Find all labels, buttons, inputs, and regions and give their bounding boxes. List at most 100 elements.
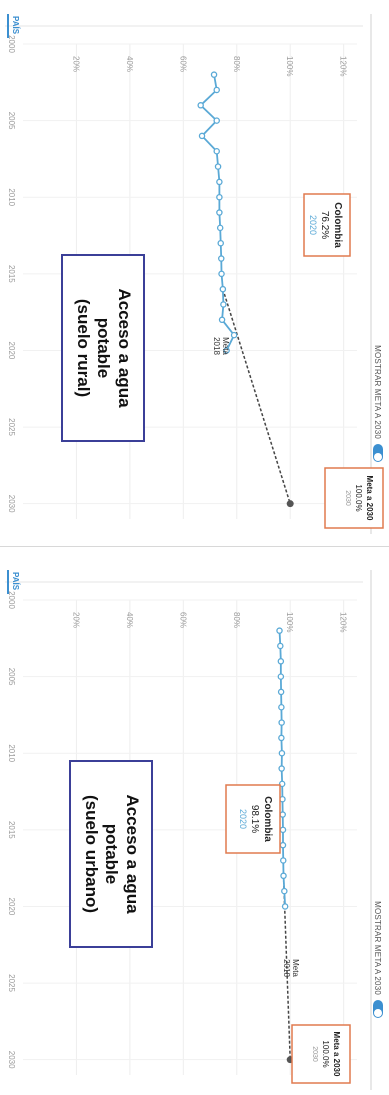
x-tick-label: 2025 bbox=[7, 418, 16, 436]
rural-water-access-chart: MOSTRAR META A 2030 PAÍS 20% 40% 60% 80% 100% 1… bbox=[5, 14, 385, 534]
meta-year-label: 2018 bbox=[212, 337, 221, 355]
series-point bbox=[197, 102, 204, 109]
series-point bbox=[210, 71, 218, 78]
series-point bbox=[281, 887, 288, 895]
y-tick-label: 100% bbox=[285, 56, 294, 76]
series-point bbox=[213, 117, 220, 124]
chart-svg: MOSTRAR META A 2030 PAÍS 20% 40% 60% 80% 100% 1… bbox=[5, 570, 383, 1090]
toggle-label: MOSTRAR META A 2030 bbox=[373, 901, 382, 995]
show-target-toggle[interactable] bbox=[373, 1000, 383, 1018]
latest-callout-title: Colombia bbox=[332, 202, 343, 248]
series-point bbox=[281, 903, 289, 910]
x-tick-label: 2030 bbox=[7, 495, 16, 513]
x-tick-label: 2030 bbox=[7, 1051, 16, 1069]
target-callout-title: Meta a 2030 bbox=[332, 1032, 341, 1077]
latest-callout-year: 2020 bbox=[238, 809, 248, 829]
series-point bbox=[279, 841, 287, 849]
series-point bbox=[278, 780, 286, 788]
toggle-knob[interactable] bbox=[374, 1009, 382, 1017]
latest-callout-value: 98.1% bbox=[249, 805, 260, 833]
y-tick-label: 60% bbox=[178, 56, 187, 72]
chart-svg: MOSTRAR META A 2030 PAÍS 20% 40% 60% 80% 100% 1… bbox=[5, 14, 384, 534]
series-point bbox=[218, 270, 225, 278]
target-callout-value: 100.0% bbox=[354, 484, 363, 511]
series-point bbox=[280, 857, 287, 864]
series-point bbox=[279, 811, 286, 818]
target-callout-value: 100.0% bbox=[321, 1040, 330, 1067]
caption-line2: (suelo rural) bbox=[73, 298, 93, 398]
series-point bbox=[216, 193, 223, 201]
series-point bbox=[280, 872, 287, 880]
meta-label: Meta bbox=[221, 337, 230, 355]
series-point bbox=[218, 255, 225, 262]
y-tick-label: 100% bbox=[285, 612, 294, 632]
x-tick-label: 2020 bbox=[7, 898, 16, 916]
series-point bbox=[220, 301, 227, 308]
series-point bbox=[216, 178, 223, 186]
target-trend-line bbox=[222, 288, 291, 504]
tab-pais: PAÍS bbox=[11, 16, 20, 35]
series-point bbox=[278, 765, 285, 772]
y-tick-label: 80% bbox=[232, 56, 241, 72]
series-point bbox=[277, 642, 284, 650]
x-tick-label: 2000 bbox=[7, 35, 16, 53]
target-callout-year: 2030 bbox=[311, 1046, 318, 1062]
series-point bbox=[279, 826, 287, 834]
series-point bbox=[219, 285, 227, 293]
series-point bbox=[277, 688, 285, 696]
chart-caption: Acceso a agua potable (suelo urbano) bbox=[69, 760, 153, 948]
x-tick-label: 2010 bbox=[7, 744, 16, 762]
series-point bbox=[278, 734, 285, 742]
x-tick-label: 2005 bbox=[7, 112, 16, 130]
meta-label: Meta bbox=[291, 959, 300, 977]
caption-line2: (suelo urbano) bbox=[81, 794, 101, 914]
series-point bbox=[217, 239, 224, 247]
series-point bbox=[276, 627, 283, 634]
toggle-knob[interactable] bbox=[374, 453, 382, 461]
y-tick-label: 20% bbox=[71, 56, 80, 72]
y-tick-label: 20% bbox=[71, 612, 80, 628]
panel-divider bbox=[0, 546, 389, 547]
x-tick-label: 2000 bbox=[7, 591, 16, 609]
latest-callout-value: 76.2% bbox=[319, 211, 330, 239]
tab-pais: PAÍS bbox=[11, 572, 20, 591]
x-tick-label: 2010 bbox=[7, 188, 16, 206]
target-2030-point bbox=[286, 500, 294, 508]
series-point bbox=[278, 749, 286, 757]
caption-line1: Acceso a agua potable bbox=[102, 794, 143, 914]
x-tick-label: 2015 bbox=[7, 821, 16, 839]
y-tick-label: 40% bbox=[125, 56, 134, 72]
series-point bbox=[230, 331, 238, 339]
toggle-label: MOSTRAR META A 2030 bbox=[373, 345, 382, 439]
show-target-toggle[interactable] bbox=[373, 444, 383, 462]
x-tick-label: 2015 bbox=[7, 265, 16, 283]
urban-water-access-chart: MOSTRAR META A 2030 PAÍS 20% 40% 60% 80% 100% 1… bbox=[5, 570, 385, 1090]
tab-underline[interactable] bbox=[7, 570, 9, 594]
target-callout-box bbox=[291, 1024, 351, 1084]
x-tick-label: 2020 bbox=[7, 342, 16, 360]
target-callout-year: 2030 bbox=[344, 490, 351, 506]
y-tick-label: 40% bbox=[125, 612, 134, 628]
series-point bbox=[216, 224, 224, 232]
series-point bbox=[223, 347, 230, 354]
series-point bbox=[277, 658, 285, 665]
series-point bbox=[198, 132, 206, 140]
latest-callout-title: Colombia bbox=[262, 796, 273, 842]
y-tick-label: 120% bbox=[339, 612, 348, 632]
caption-line1: Acceso a agua potable bbox=[94, 288, 135, 408]
tab-underline[interactable] bbox=[7, 14, 9, 38]
series-point bbox=[218, 316, 226, 324]
series-point bbox=[277, 673, 285, 680]
latest-callout-box bbox=[225, 784, 281, 854]
series-point bbox=[278, 719, 285, 726]
y-tick-label: 60% bbox=[178, 612, 187, 628]
series-point bbox=[278, 704, 285, 711]
series-point bbox=[213, 86, 220, 94]
target-callout-title: Meta a 2030 bbox=[365, 476, 374, 521]
series-point bbox=[214, 163, 222, 170]
series-point bbox=[213, 148, 220, 155]
y-tick-label: 80% bbox=[232, 612, 241, 628]
y-tick-label: 120% bbox=[339, 56, 348, 76]
latest-callout-box bbox=[303, 193, 351, 257]
series-point bbox=[216, 209, 223, 216]
